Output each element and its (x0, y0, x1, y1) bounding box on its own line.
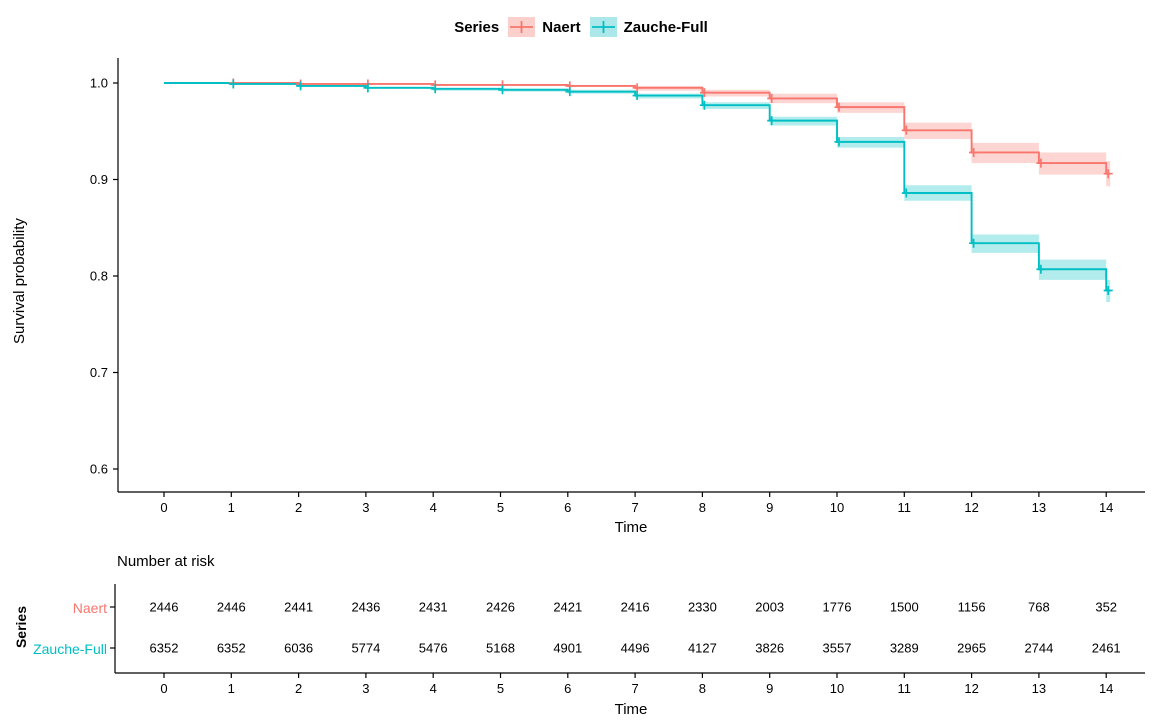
x-tick-label: 12 (964, 500, 978, 515)
x-tick-label: 11 (898, 500, 912, 515)
risk-count: 768 (1028, 600, 1050, 615)
x-tick-label: 0 (160, 500, 167, 515)
risk-count: 2441 (284, 600, 313, 615)
risk-row-label-naert: Naert (72, 600, 107, 616)
risk-count: 4127 (688, 641, 717, 656)
risk-count: 3557 (823, 641, 852, 656)
risk-x-tick-label: 3 (362, 681, 369, 696)
risk-x-tick-label: 11 (898, 681, 912, 696)
risk-count: 2003 (755, 600, 784, 615)
risk-x-tick-label: 2 (295, 681, 302, 696)
risk-count: 4901 (553, 641, 582, 656)
risk-count: 2421 (553, 600, 582, 615)
risk-x-tick-label: 0 (160, 681, 167, 696)
censor-marks-naert (228, 78, 1113, 179)
legend-item-zauche-full: Zauche-Full (589, 17, 708, 37)
risk-count: 6352 (217, 641, 246, 656)
survival-curve-zauche-full (164, 82, 1111, 292)
risk-count: 5168 (486, 641, 515, 656)
risk-count: 3289 (890, 641, 919, 656)
risk-x-tick-label: 6 (564, 681, 571, 696)
legend-title: Series (454, 18, 500, 36)
confidence-band-naert (164, 83, 1111, 187)
risk-count: 2431 (419, 600, 448, 615)
risk-count: 3826 (755, 641, 784, 656)
x-tick-label: 7 (631, 500, 638, 515)
x-tick-label: 10 (830, 500, 844, 515)
risk-x-tick-label: 13 (1032, 681, 1046, 696)
x-tick-label: 1 (228, 500, 235, 515)
risk-x-tick-label: 4 (430, 681, 437, 696)
confidence-band-zauche-full (164, 83, 1111, 303)
x-tick-label: 3 (362, 500, 369, 515)
legend-key-zauche-full-icon (589, 17, 617, 37)
legend: Series Naert Zauche-Full (0, 17, 1162, 37)
risk-table-chart: 2446 2446 2441 2436 2431 2426 2421 2416 2330 2003… (110, 584, 1145, 696)
risk-x-tick-label: 14 (1099, 681, 1113, 696)
x-tick-label: 5 (497, 500, 504, 515)
y-tick-label: 0.6 (90, 462, 108, 477)
risk-x-tick-label: 8 (699, 681, 706, 696)
risk-count: 4496 (621, 641, 650, 656)
legend-item-naert: Naert (508, 17, 581, 37)
censor-marks-zauche-full (228, 79, 1113, 295)
y-tick-label: 0.9 (90, 172, 108, 187)
risk-count: 2446 (217, 600, 246, 615)
risk-x-tick-label: 12 (964, 681, 978, 696)
x-tick-label: 2 (295, 500, 302, 515)
risk-count: 352 (1095, 600, 1117, 615)
survival-curve-chart: 1.00.90.80.70.60 1 2 3 4 5 6 7 8 9 10 11 12 13 14 (90, 58, 1145, 515)
risk-x-tick-label: 10 (830, 681, 844, 696)
risk-table-x-axis-title: Time (614, 701, 648, 718)
risk-x-tick-label: 5 (497, 681, 504, 696)
risk-count: 2744 (1024, 641, 1053, 656)
x-tick-label: 4 (430, 500, 437, 515)
legend-key-naert-icon (508, 17, 536, 37)
y-tick-label: 0.8 (90, 269, 108, 284)
risk-count: 6036 (284, 641, 313, 656)
risk-count: 6352 (150, 641, 179, 656)
risk-count: 5476 (419, 641, 448, 656)
risk-count: 1156 (958, 600, 986, 615)
risk-x-tick-label: 7 (631, 681, 638, 696)
risk-count: 5774 (351, 641, 380, 656)
risk-count: 2426 (486, 600, 515, 615)
risk-count: 2446 (150, 600, 179, 615)
risk-row-label-zauche-full: Zauche-Full (33, 641, 107, 657)
legend-label-naert: Naert (542, 18, 581, 36)
x-tick-label: 14 (1099, 500, 1113, 515)
y-tick-label: 0.7 (90, 365, 108, 380)
risk-x-tick-label: 9 (766, 681, 773, 696)
risk-count: 2461 (1092, 641, 1121, 656)
x-tick-label: 13 (1032, 500, 1046, 515)
risk-count: 1500 (890, 600, 919, 615)
risk-count: 2416 (621, 600, 650, 615)
x-axis-title: Time (614, 519, 648, 536)
risk-x-tick-label: 1 (228, 681, 235, 696)
risk-count: 2965 (957, 641, 986, 656)
x-tick-label: 8 (699, 500, 706, 515)
x-tick-label: 9 (766, 500, 773, 515)
risk-count: 2330 (688, 600, 717, 615)
risk-table-title: Number at risk (117, 553, 215, 570)
risk-count: 2436 (351, 600, 380, 615)
risk-count: 1776 (823, 600, 852, 615)
y-tick-label: 1.0 (90, 76, 108, 91)
legend-label-zauche-full: Zauche-Full (623, 18, 708, 36)
x-tick-label: 6 (564, 500, 571, 515)
